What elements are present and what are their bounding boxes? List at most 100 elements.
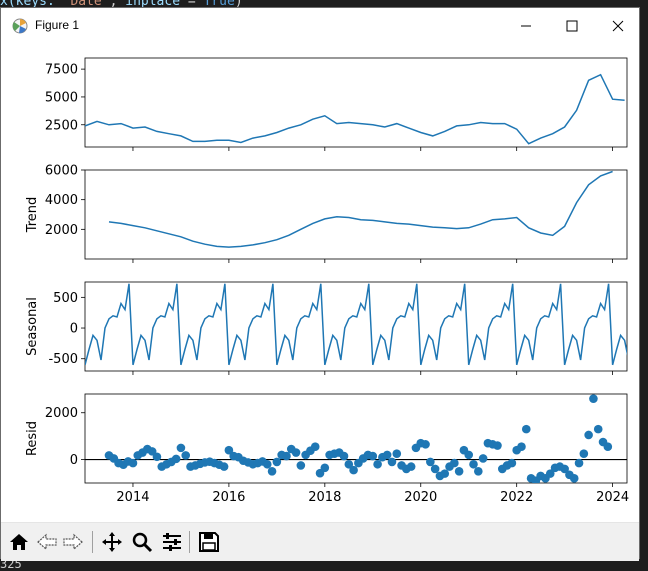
resid-point xyxy=(349,465,358,475)
y-tick-label: 5000 xyxy=(45,90,78,105)
y-tick-label: 500 xyxy=(53,291,78,306)
matplotlib-icon xyxy=(12,18,28,34)
resid-point xyxy=(584,430,593,440)
y-tick-label: 6000 xyxy=(45,164,78,179)
resid-point xyxy=(368,451,378,461)
maximize-button[interactable] xyxy=(549,8,595,44)
resid-point xyxy=(219,462,229,471)
resid-point xyxy=(426,457,435,467)
resid-point xyxy=(181,451,191,460)
resid-point xyxy=(545,469,555,478)
resid-point xyxy=(574,458,584,468)
window-title: Figure 1 xyxy=(35,18,80,32)
pan-button[interactable] xyxy=(100,529,124,555)
resid-point xyxy=(569,474,579,483)
resid-point xyxy=(310,442,320,451)
decomposition-figure: 2500 5000 7500 2000 4000 6000 Trend -500 0 500 Sea… xyxy=(25,57,629,505)
figure-canvas[interactable]: 2500 5000 7500 2000 4000 6000 Trend -500 0 500 Sea… xyxy=(1,44,639,522)
zoom-icon xyxy=(132,532,153,553)
resid-point xyxy=(339,451,349,461)
resid-point xyxy=(171,454,181,464)
resid-point xyxy=(320,463,330,473)
navigation-toolbar xyxy=(1,522,639,561)
toolbar-separator xyxy=(189,531,190,553)
resid-point xyxy=(373,459,382,469)
resid-point xyxy=(579,449,589,459)
zoom-button[interactable] xyxy=(130,529,154,555)
configure-subplots-button[interactable] xyxy=(160,529,184,555)
maximize-icon xyxy=(566,20,578,32)
panel-resid: 0 2000 2014 2016 2018 2020 2022 2024 Resid xyxy=(25,393,629,505)
y-tick-label: 0 xyxy=(70,453,78,468)
resid-point xyxy=(507,458,517,468)
panel-observed: 2500 5000 7500 xyxy=(45,57,628,151)
resid-point xyxy=(406,462,416,471)
x-tick-label: 2014 xyxy=(116,490,149,505)
axes-frame xyxy=(84,281,628,372)
series-line-observed xyxy=(85,73,625,145)
y-tick-label: 2500 xyxy=(45,118,78,133)
x-tick-label: 2016 xyxy=(212,490,245,505)
x-tick-label: 2018 xyxy=(308,490,341,505)
y-tick-label: -500 xyxy=(48,352,78,367)
resid-point xyxy=(469,459,478,469)
y-tick-label: 2000 xyxy=(45,406,78,421)
save-button[interactable] xyxy=(197,529,221,555)
pan-icon xyxy=(102,532,122,552)
resid-point xyxy=(152,452,162,462)
axes-frame xyxy=(84,57,628,148)
home-button[interactable] xyxy=(7,529,31,555)
resid-point xyxy=(593,424,603,434)
resid-point xyxy=(382,450,392,460)
resid-point xyxy=(560,464,569,474)
resid-point xyxy=(272,457,282,467)
back-button[interactable] xyxy=(35,529,59,555)
resid-point xyxy=(421,440,430,449)
resid-point xyxy=(344,459,354,469)
back-arrow-icon xyxy=(37,533,57,551)
y-tick-label: 4000 xyxy=(45,193,78,208)
title-bar[interactable]: Figure 1 xyxy=(1,8,639,44)
resid-point xyxy=(267,466,277,476)
forward-button[interactable] xyxy=(61,529,85,555)
resid-point xyxy=(454,466,464,476)
series-line-seasonal xyxy=(85,283,627,366)
save-icon xyxy=(199,532,219,552)
resid-point xyxy=(392,449,402,459)
resid-point xyxy=(128,458,138,468)
resid-point xyxy=(478,454,488,463)
axes-frame xyxy=(84,393,628,484)
background-code-line: x(keys: 'Date', inplace = True) xyxy=(0,0,243,9)
resid-point xyxy=(521,424,531,434)
minimize-icon xyxy=(521,25,531,27)
y-axis-label: Resid xyxy=(25,421,40,456)
close-button[interactable] xyxy=(595,8,641,44)
resid-point xyxy=(474,466,483,476)
forward-arrow-icon xyxy=(63,533,83,551)
x-tick-label: 2022 xyxy=(500,490,533,505)
resid-point xyxy=(430,464,440,474)
axes-frame xyxy=(84,169,628,260)
resid-point xyxy=(176,443,186,453)
y-tick-label: 0 xyxy=(70,322,78,337)
y-axis-label: Trend xyxy=(25,197,40,234)
y-tick-label: 7500 xyxy=(45,63,78,78)
resid-point xyxy=(296,461,306,470)
resid-point xyxy=(603,442,613,451)
series-line-trend xyxy=(108,170,613,248)
resid-point xyxy=(224,445,234,455)
resid-point xyxy=(440,469,450,478)
resid-point xyxy=(291,448,301,457)
configure-subplots-icon xyxy=(163,533,181,551)
toolbar-separator xyxy=(92,531,93,553)
y-tick-label: 2000 xyxy=(45,223,78,238)
resid-point xyxy=(517,442,526,451)
panel-seasonal: -500 0 500 Seasonal xyxy=(25,281,628,375)
home-icon xyxy=(10,534,28,550)
resid-point xyxy=(282,451,291,461)
resid-point xyxy=(387,457,397,467)
minimize-button[interactable] xyxy=(503,8,549,44)
resid-point xyxy=(262,459,272,469)
resid-point xyxy=(589,394,598,403)
figure-window: Figure 1 2500 5000 7500 2000 4000 6000 Trend -5… xyxy=(0,7,640,561)
